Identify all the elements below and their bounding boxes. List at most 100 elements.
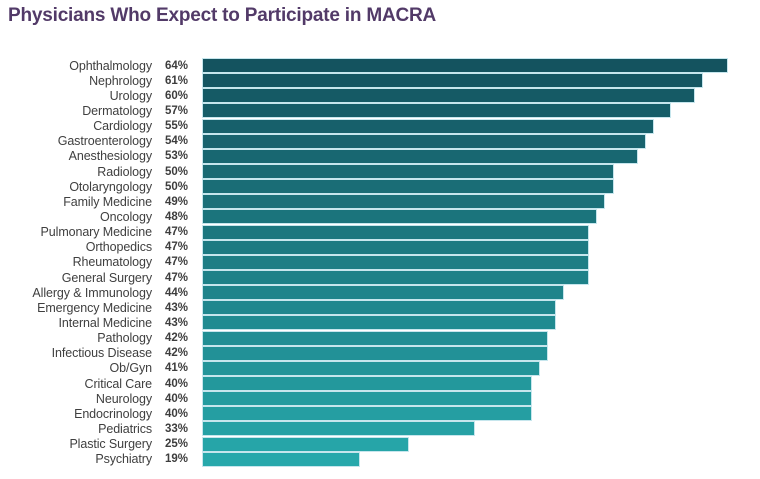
- category-label: Rheumatology: [72, 255, 153, 270]
- bar: [202, 345, 549, 361]
- bar-row: General Surgery 47%: [0, 270, 760, 286]
- bar-row: Anesthesiology 53%: [0, 148, 760, 164]
- category-label: Endocrinology: [74, 406, 152, 421]
- bar-row: Cardiology 55%: [0, 118, 760, 134]
- category-label: Critical Care: [84, 376, 153, 391]
- category-label: Dermatology: [82, 103, 152, 118]
- chart-title: Physicians Who Expect to Participate in …: [8, 5, 437, 26]
- category-label: Gastroenterology: [57, 134, 152, 149]
- value-label: 50%: [165, 165, 189, 178]
- bar-row: Pulmonary Medicine 47%: [0, 224, 760, 240]
- bar: [202, 436, 410, 452]
- value-label: 42%: [165, 332, 189, 345]
- bar-row: Nephrology 61%: [0, 73, 760, 89]
- bar-row: Radiology 50%: [0, 164, 760, 180]
- bar: [202, 88, 696, 104]
- value-label: 47%: [165, 241, 189, 254]
- value-label: 57%: [165, 104, 189, 117]
- bar-row: Emergency Medicine 43%: [0, 300, 760, 316]
- category-label: Allergy & Immunology: [32, 285, 152, 300]
- bar-row: Family Medicine 49%: [0, 194, 760, 210]
- value-label: 49%: [165, 195, 189, 208]
- bar: [202, 406, 532, 422]
- value-label: 43%: [165, 316, 189, 329]
- bar: [202, 148, 638, 164]
- bar-row: Plastic Surgery 25%: [0, 436, 760, 452]
- value-label: 54%: [165, 135, 189, 148]
- value-label: 47%: [165, 256, 189, 269]
- bar: [202, 73, 704, 89]
- category-label: Pediatrics: [98, 421, 152, 436]
- bar: [202, 391, 532, 407]
- bar-row: Oncology 48%: [0, 209, 760, 225]
- value-label: 50%: [165, 180, 189, 193]
- bar-row: Gastroenterology 54%: [0, 133, 760, 149]
- value-label: 42%: [165, 347, 189, 360]
- category-label: Ophthalmology: [69, 58, 152, 73]
- value-label: 40%: [165, 392, 189, 405]
- category-label: Cardiology: [93, 119, 152, 134]
- bar-row: Critical Care 40%: [0, 376, 760, 392]
- bar-row: Internal Medicine 43%: [0, 315, 760, 331]
- value-label: 43%: [165, 301, 189, 314]
- bar: [202, 239, 589, 255]
- bar: [202, 118, 655, 134]
- value-label: 64%: [165, 59, 189, 72]
- bar-row: Infectious Disease 42%: [0, 345, 760, 361]
- bar-row: Pathology 42%: [0, 330, 760, 346]
- bar: [202, 58, 728, 74]
- category-label: Urology: [109, 88, 152, 103]
- category-label: Nephrology: [89, 73, 152, 88]
- bar: [202, 360, 540, 376]
- value-label: 47%: [165, 271, 189, 284]
- bar-row: Otolaryngology 50%: [0, 179, 760, 195]
- bar: [202, 209, 598, 225]
- value-label: 25%: [165, 438, 189, 451]
- value-label: 53%: [165, 150, 189, 163]
- category-label: Radiology: [97, 164, 152, 179]
- bar-chart: Ophthalmology 64% Nephrology 61% Urology…: [0, 58, 760, 467]
- bar: [202, 421, 475, 437]
- category-label: Family Medicine: [63, 194, 152, 209]
- bar: [202, 224, 589, 240]
- bar-row: Dermatology 57%: [0, 103, 760, 119]
- bar: [202, 179, 614, 195]
- category-label: Infectious Disease: [51, 346, 152, 361]
- bar-row: Neurology 40%: [0, 391, 760, 407]
- bar-row: Ophthalmology 64%: [0, 58, 760, 74]
- bar: [202, 315, 557, 331]
- value-label: 40%: [165, 377, 189, 390]
- bar-row: Ob/Gyn 41%: [0, 360, 760, 376]
- bar: [202, 330, 549, 346]
- category-label: Psychiatry: [95, 452, 152, 467]
- bar: [202, 133, 647, 149]
- category-label: Pathology: [97, 331, 152, 346]
- value-label: 19%: [165, 453, 189, 466]
- bar-row: Pediatrics 33%: [0, 421, 760, 437]
- category-label: Neurology: [95, 391, 152, 406]
- category-label: Ob/Gyn: [109, 361, 153, 376]
- value-label: 47%: [165, 226, 189, 239]
- bar: [202, 451, 361, 467]
- category-label: Orthopedics: [85, 240, 152, 255]
- bar: [202, 164, 614, 180]
- value-label: 60%: [165, 89, 189, 102]
- bar: [202, 103, 671, 119]
- category-label: General Surgery: [61, 270, 152, 285]
- bar: [202, 376, 532, 392]
- bar-row: Allergy & Immunology 44%: [0, 285, 760, 301]
- value-label: 44%: [165, 286, 189, 299]
- category-label: Oncology: [99, 209, 152, 224]
- bar-row: Rheumatology 47%: [0, 254, 760, 270]
- bar: [202, 254, 589, 270]
- category-label: Pulmonary Medicine: [40, 225, 153, 240]
- category-label: Emergency Medicine: [37, 300, 152, 315]
- bar-row: Orthopedics 47%: [0, 239, 760, 255]
- value-label: 55%: [165, 120, 189, 133]
- bar-row: Urology 60%: [0, 88, 760, 104]
- category-label: Plastic Surgery: [69, 437, 152, 452]
- value-label: 40%: [165, 407, 189, 420]
- bar: [202, 285, 565, 301]
- category-label: Internal Medicine: [58, 315, 153, 330]
